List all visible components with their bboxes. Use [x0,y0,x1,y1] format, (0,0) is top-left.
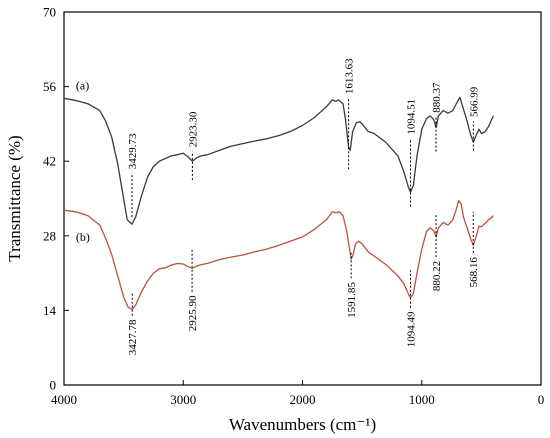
series-line-b [63,199,494,310]
axes: 4000 3000 2000 1000 0 0 14 28 42 56 70 [43,5,544,408]
series-label-a: (a) [76,78,89,92]
x-tick-label: 4000 [51,392,77,407]
x-tick-label: 1000 [409,392,435,407]
series-line-a [63,96,494,225]
peak-label: 3427.78 [127,319,139,355]
peak-label: 3429.73 [127,133,139,169]
series-label-b: (b) [76,230,90,244]
peak-label: 880.37 [431,82,443,113]
y-tick-label: 14 [43,303,57,318]
y-tick-label: 42 [43,154,56,169]
x-axis-title: Wavenumbers (cm⁻¹) [229,415,376,434]
peak-label: 566.99 [468,86,480,117]
series-layer: (a) (b) [63,78,494,310]
x-tick-label: 3000 [170,392,196,407]
annotation-layer: 3429.73 2923.30 1613.63 1094.51 880.37 566.99… [127,58,480,355]
y-tick-label: 28 [43,228,56,243]
peak-label: 1094.49 [405,311,417,347]
y-tick-label: 70 [43,5,56,20]
peak-label: 1094.51 [405,99,417,135]
peak-label: 880.22 [431,261,443,291]
peak-label: 1613.63 [344,58,356,94]
peak-label: 2925.90 [187,295,199,331]
x-tick-label: 2000 [290,392,316,407]
peak-label: 2923.30 [187,111,199,147]
x-tick-label: 0 [538,392,545,407]
y-axis-title: Transmittance (%) [5,135,24,261]
peak-label: 1591.85 [346,282,358,318]
y-tick-label: 56 [43,79,57,94]
peak-label: 568.16 [468,257,480,288]
y-tick-label: 0 [50,378,57,393]
